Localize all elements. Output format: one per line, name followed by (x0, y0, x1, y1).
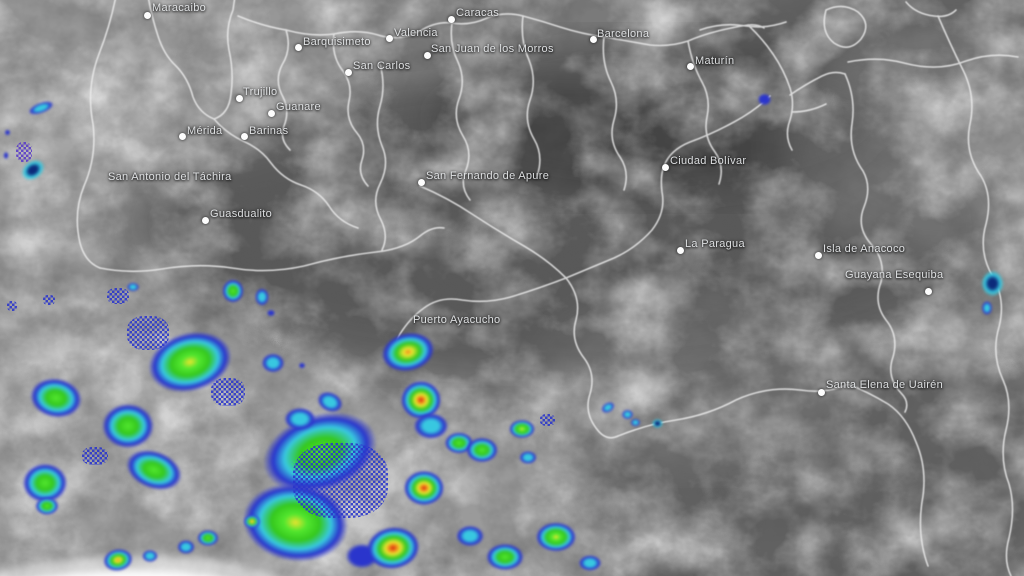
precip-dither-patch (107, 288, 129, 304)
precip-cell-l5 (375, 325, 441, 379)
precip-cell-l2 (577, 554, 603, 572)
precip-cell-l1 (755, 91, 773, 107)
city-label: Barcelona (597, 28, 650, 40)
precip-cell-l4 (508, 419, 536, 439)
precip-cell-l3 (23, 371, 89, 425)
city-label: Maturín (695, 55, 735, 67)
city-label: Isla de Anacoco (823, 243, 906, 255)
precip-cell-l1 (3, 150, 9, 160)
precip-cell-l3 (34, 496, 60, 516)
precip-cell-l2 (629, 417, 641, 427)
city-dot (345, 69, 352, 76)
precip-cell-l3 (221, 278, 245, 304)
city-dot (677, 247, 684, 254)
city-dot (687, 63, 694, 70)
precip-cell-l3 (196, 529, 220, 547)
city-label: San Antonio del Táchira (108, 171, 232, 183)
precip-cell-l2 (598, 398, 618, 416)
city-label: Caracas (456, 7, 500, 19)
precip-cell-l3 (484, 542, 526, 572)
precip-cell-l2 (176, 539, 196, 555)
precip-cell-l7 (978, 267, 1006, 299)
city-label: Barquisimeto (303, 36, 371, 48)
city-label: Guanare (276, 101, 321, 113)
precip-cell-l1 (266, 309, 276, 317)
precip-cell-l2 (126, 282, 140, 292)
city-dot (295, 44, 302, 51)
city-label: San Carlos (353, 60, 411, 72)
city-dot (448, 16, 455, 23)
city-label: Puerto Ayacucho (413, 314, 501, 326)
city-label: Mérida (187, 125, 223, 137)
city-dot (815, 252, 822, 259)
city-dot (268, 110, 275, 117)
city-dot (424, 52, 431, 59)
precip-dither-patch (292, 442, 388, 518)
precip-cell-l1 (3, 128, 11, 136)
precip-cell-l1 (298, 361, 306, 369)
city-label: San Juan de los Morros (431, 43, 554, 55)
precip-cell-l5 (100, 545, 136, 575)
precip-cell-l7 (650, 417, 664, 429)
precip-dither-patch (7, 301, 17, 311)
city-label: San Fernando de Apure (426, 170, 550, 182)
city-dot (236, 95, 243, 102)
city-dot (818, 389, 825, 396)
city-label: Santa Elena de Uairén (826, 379, 943, 391)
city-dot (418, 179, 425, 186)
precip-dither-patch (43, 295, 55, 305)
border-lines (76, 0, 1019, 576)
precip-dither-patch (127, 316, 169, 350)
precip-cell-l2 (620, 408, 634, 420)
city-label: Guayana Esequiba (845, 269, 944, 281)
city-label: Valencia (394, 27, 438, 39)
precip-dither-patch (82, 447, 108, 465)
precip-cell-l5 (243, 513, 261, 529)
city-dot (202, 217, 209, 224)
precip-cell-l2 (518, 449, 538, 465)
city-dot (925, 288, 932, 295)
city-label: Trujillo (243, 86, 278, 98)
precip-cell-l2 (282, 406, 318, 432)
precip-cell-l3 (464, 436, 500, 464)
precip-dither-patch (16, 142, 32, 162)
precip-cell-l2 (24, 97, 58, 119)
city-label: Barinas (249, 125, 289, 137)
city-dot (386, 35, 393, 42)
city-label: Ciudad Bolívar (670, 155, 747, 167)
city-dot (590, 36, 597, 43)
precip-cell-l2 (141, 549, 159, 563)
precip-cell-l2 (454, 524, 486, 548)
precip-cell-l3 (99, 401, 157, 451)
city-label: Maracaibo (152, 2, 207, 14)
precip-cell-l4 (534, 521, 578, 553)
precip-cell-l2 (260, 352, 286, 374)
precip-cell-l2 (254, 287, 270, 307)
city-label: La Paragua (685, 238, 745, 250)
city-dot (662, 164, 669, 171)
precip-cell-l2 (981, 300, 993, 316)
city-dot (241, 133, 248, 140)
precip-dither-patch (539, 414, 555, 426)
city-dot (179, 133, 186, 140)
precip-dither-patch (211, 378, 245, 406)
precip-cell-l6 (402, 469, 446, 507)
city-label: Guasdualito (210, 208, 273, 220)
city-dot (144, 12, 151, 19)
